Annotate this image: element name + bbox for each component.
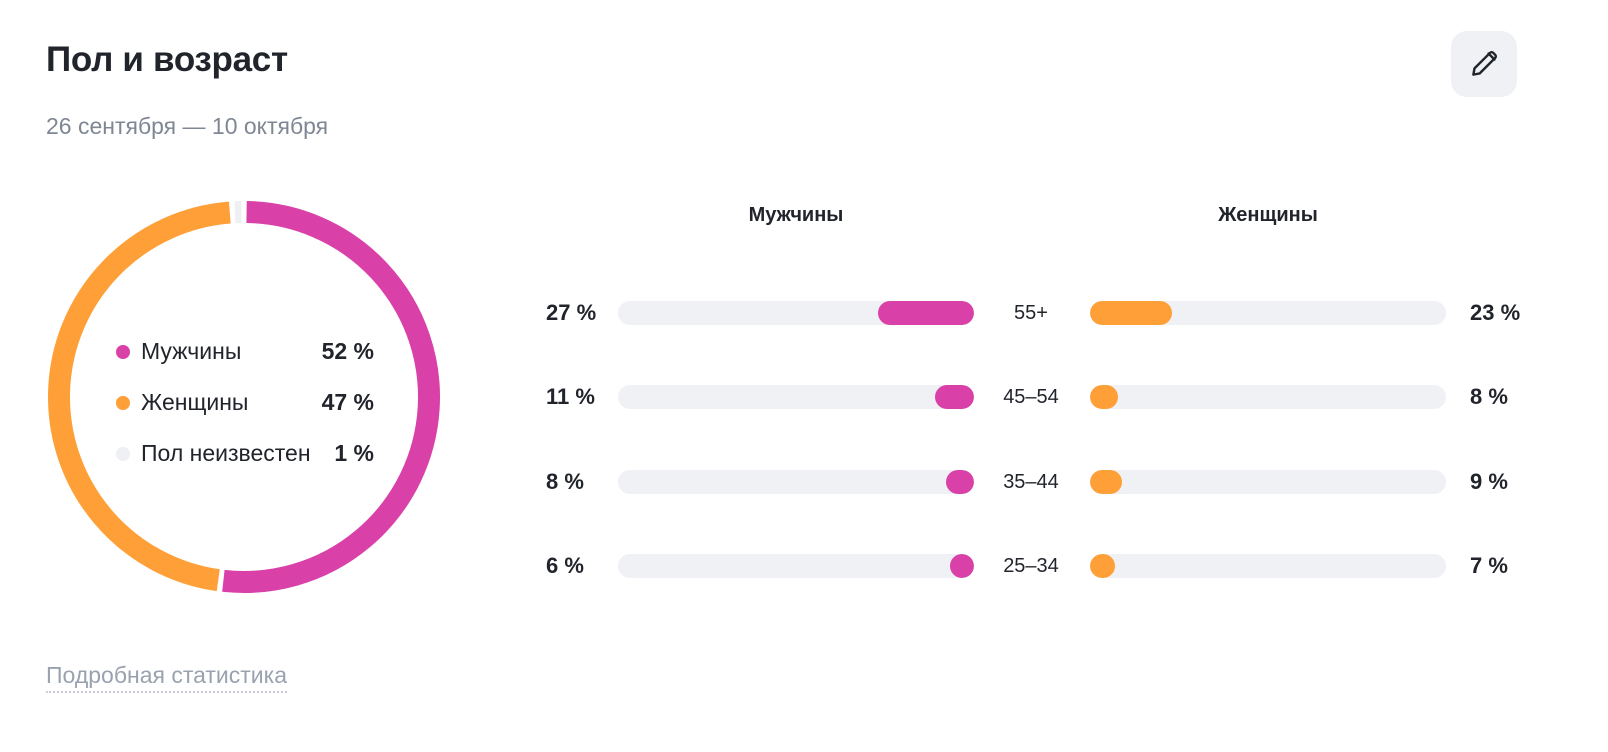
pencil-icon (1472, 50, 1498, 76)
legend-label: Пол неизвестен (141, 440, 311, 466)
legend-dot-male (116, 344, 130, 359)
gender-donut-chart (48, 201, 440, 593)
legend-label: Женщины (141, 389, 249, 415)
legend-dot-female (116, 395, 130, 410)
age-range-label: 25–34 (1003, 555, 1059, 577)
legend-dot-unknown (116, 446, 130, 461)
donut-slice-male (222, 201, 440, 593)
age-row-55+: 27 % 55+ 23 % (0, 300, 1608, 325)
legend-item-female: Женщины 47 % (116, 377, 378, 428)
male-percent: 11 % (546, 384, 595, 409)
male-bar-track (618, 385, 974, 409)
female-percent: 8 % (1470, 384, 1508, 409)
legend-item-unknown: Пол неизвестен 1 % (116, 428, 378, 479)
age-row-25–34: 6 % 25–34 7 % (0, 553, 1608, 578)
male-bar-track (618, 301, 974, 325)
male-bar (945, 470, 974, 494)
male-bar (877, 301, 974, 325)
age-range-label: 45–54 (1003, 386, 1059, 408)
male-column-header: Мужчины (748, 204, 844, 226)
legend-item-male: Мужчины 52 % (116, 326, 378, 377)
male-bar (950, 554, 974, 578)
age-range-label: 35–44 (1003, 471, 1059, 493)
age-row-35–44: 8 % 35–44 9 % (0, 469, 1608, 494)
edit-button[interactable] (1451, 31, 1517, 97)
date-range: 26 сентября — 10 октября (46, 113, 329, 139)
male-percent: 8 % (546, 469, 584, 494)
gender-legend: Мужчины 52 % Женщины 47 % Пол неизвестен 1 % (116, 326, 378, 479)
female-bar (1090, 385, 1119, 409)
legend-label: Мужчины (141, 338, 242, 364)
male-percent: 27 % (546, 300, 597, 325)
legend-value: 1 % (334, 440, 374, 466)
donut-slice-female (48, 201, 231, 592)
female-bar-track (1090, 554, 1446, 578)
male-bar (934, 385, 974, 409)
female-bar (1090, 470, 1123, 494)
female-bar (1090, 301, 1172, 325)
detailed-stats-link[interactable]: Подробная статистика (46, 662, 288, 693)
female-percent: 7 % (1470, 553, 1508, 578)
female-percent: 23 % (1470, 300, 1521, 325)
male-bar-track (618, 554, 974, 578)
female-bar-track (1090, 385, 1446, 409)
female-column-header: Женщины (1218, 204, 1318, 226)
female-bar-track (1090, 470, 1446, 494)
legend-value: 47 % (321, 389, 374, 415)
male-bar-track (618, 470, 974, 494)
female-percent: 9 % (1470, 469, 1508, 494)
male-percent: 6 % (546, 553, 584, 578)
widget-title: Пол и возраст (46, 40, 288, 79)
age-row-45–54: 11 % 45–54 8 % (0, 384, 1608, 409)
age-range-label: 55+ (1014, 302, 1048, 324)
female-bar (1090, 554, 1115, 578)
female-bar-track (1090, 301, 1446, 325)
legend-value: 52 % (321, 338, 374, 364)
